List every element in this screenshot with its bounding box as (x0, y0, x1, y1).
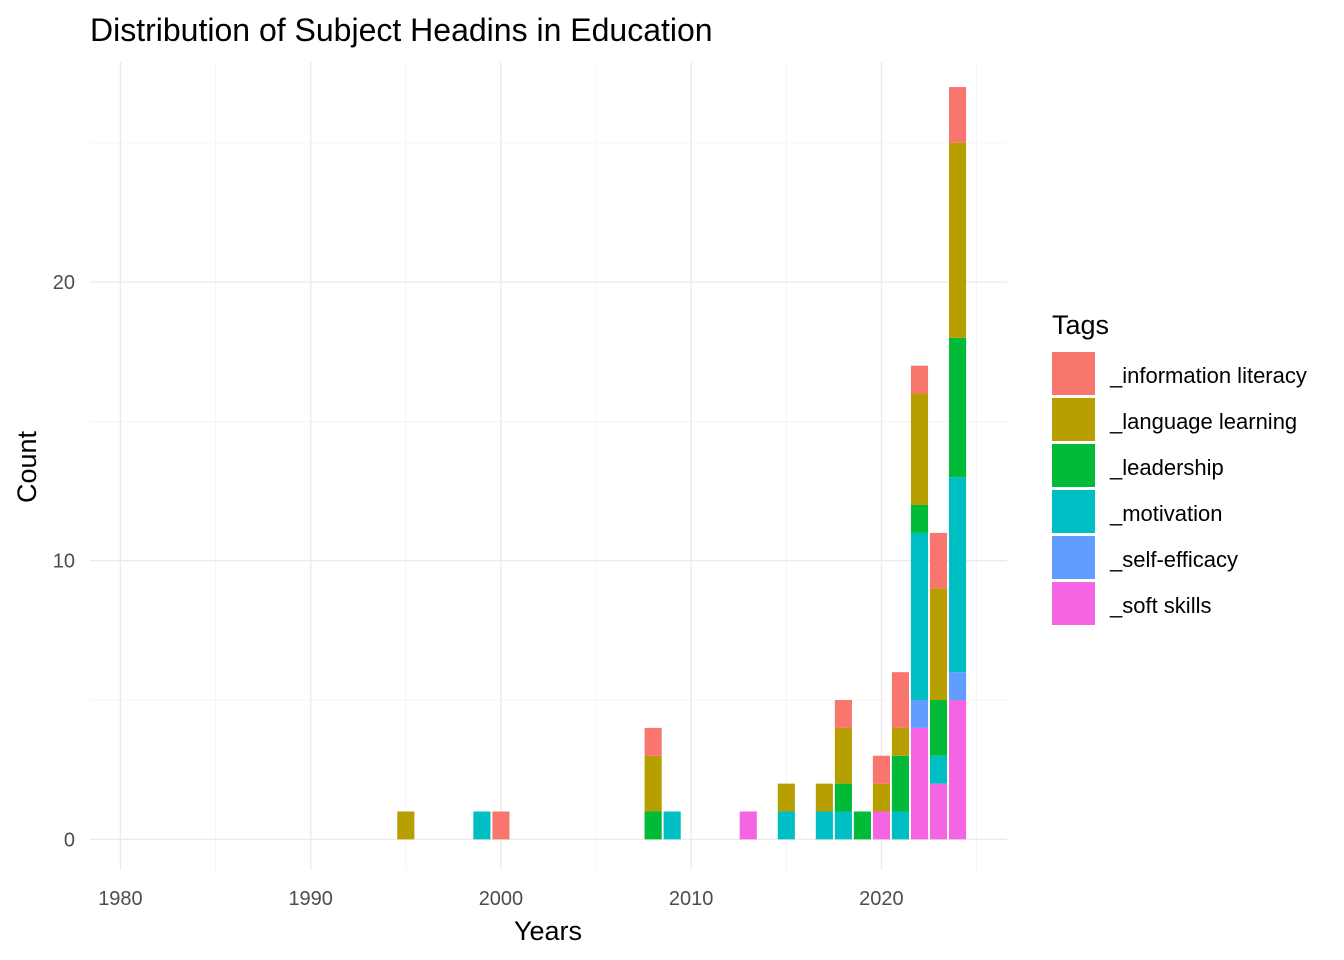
bar-segment-2021-language-learning (891, 727, 910, 756)
bar-segment-2018-information-literacy (834, 700, 852, 728)
legend-label: _self-efficacy (1109, 547, 1238, 572)
y-tick-label: 0 (64, 829, 75, 851)
bar-segment-2022-motivation (910, 532, 929, 701)
gridlines (90, 62, 1007, 870)
bar-segment-2023-information-literacy (929, 532, 948, 589)
bar-segment-2023-language-learning (929, 588, 948, 701)
bar-segment-2021-motivation (891, 811, 910, 840)
bar-segment-2022-leadership (910, 505, 929, 533)
legend-swatch (1052, 582, 1095, 625)
x-tick-label: 2010 (669, 888, 714, 910)
bar-segment-2024-information-literacy (948, 87, 967, 143)
y-axis-ticks: 0 10 20 (53, 272, 75, 851)
x-axis-ticks: 1980 1990 2000 2010 2020 (98, 888, 903, 910)
bar-segment-2024-soft-skills (948, 700, 967, 840)
bar-segment-2024-motivation (948, 477, 967, 673)
bar-segment-2023-leadership (929, 700, 948, 756)
x-tick-label: 2020 (859, 888, 904, 910)
y-tick-label: 10 (53, 551, 75, 573)
legend-title: Tags (1052, 310, 1109, 340)
y-tick-label: 20 (53, 272, 75, 294)
x-axis-title: Years (514, 916, 582, 946)
bar-segment-2008-information-literacy (644, 727, 662, 756)
bar-segment-2021-leadership (891, 755, 910, 812)
bars (397, 87, 967, 840)
bar-segment-2024-language-learning (948, 142, 967, 338)
legend-swatch (1052, 444, 1095, 487)
bar-segment-2019-leadership (853, 811, 871, 840)
bar-segment-2022-information-literacy (910, 365, 929, 394)
bar-segment-2020-information-literacy (872, 755, 890, 784)
legend-label: _motivation (1109, 501, 1223, 526)
bar-segment-2023-soft-skills (929, 783, 948, 840)
bar-segment-2018-leadership (834, 783, 852, 812)
x-tick-label: 2000 (479, 888, 524, 910)
bar-segment-2017-motivation (815, 811, 833, 840)
legend-swatch (1052, 490, 1095, 533)
bar-segment-2021-information-literacy (891, 672, 910, 728)
bar-segment-2018-motivation (834, 811, 852, 840)
legend-label: _leadership (1109, 455, 1224, 480)
bar-segment-2015-language-learning (777, 783, 795, 812)
y-axis-title: Count (12, 430, 42, 503)
bar-segment-2008-language-learning (644, 755, 662, 812)
bar-segment-2013-soft-skills (739, 811, 757, 840)
bar-segment-2020-language-learning (872, 783, 890, 812)
x-tick-label: 1990 (288, 888, 333, 910)
bar-segment-2017-language-learning (815, 783, 833, 812)
bar-segment-2008-leadership (644, 811, 662, 840)
chart-title: Distribution of Subject Headins in Educa… (90, 12, 713, 48)
bar-segment-2022-self-efficacy (910, 700, 929, 728)
legend-swatch (1052, 352, 1095, 395)
bar-segment-2024-leadership (948, 337, 967, 478)
bar-segment-2009-motivation (663, 811, 681, 840)
bar-segment-1999-motivation (473, 811, 491, 840)
bar-segment-1995-language-learning (397, 811, 415, 840)
bar-segment-2024-self-efficacy (948, 672, 967, 701)
bar-segment-2015-motivation (777, 811, 795, 840)
legend-swatch (1052, 398, 1095, 441)
x-tick-label: 1980 (98, 888, 143, 910)
legend-label: _information literacy (1109, 363, 1307, 388)
legend: Tags _information literacy _language lear… (1052, 310, 1307, 625)
bar-segment-2018-language-learning (834, 727, 852, 784)
bar-segment-2023-motivation (929, 755, 948, 784)
bar-segment-2022-language-learning (910, 393, 929, 506)
bar-segment-2020-soft-skills (872, 811, 890, 840)
legend-swatch (1052, 536, 1095, 579)
bar-segment-2000-information-literacy (492, 811, 510, 840)
bar-segment-2022-soft-skills (910, 727, 929, 840)
legend-label: _soft skills (1109, 593, 1211, 618)
legend-label: _language learning (1109, 409, 1297, 434)
